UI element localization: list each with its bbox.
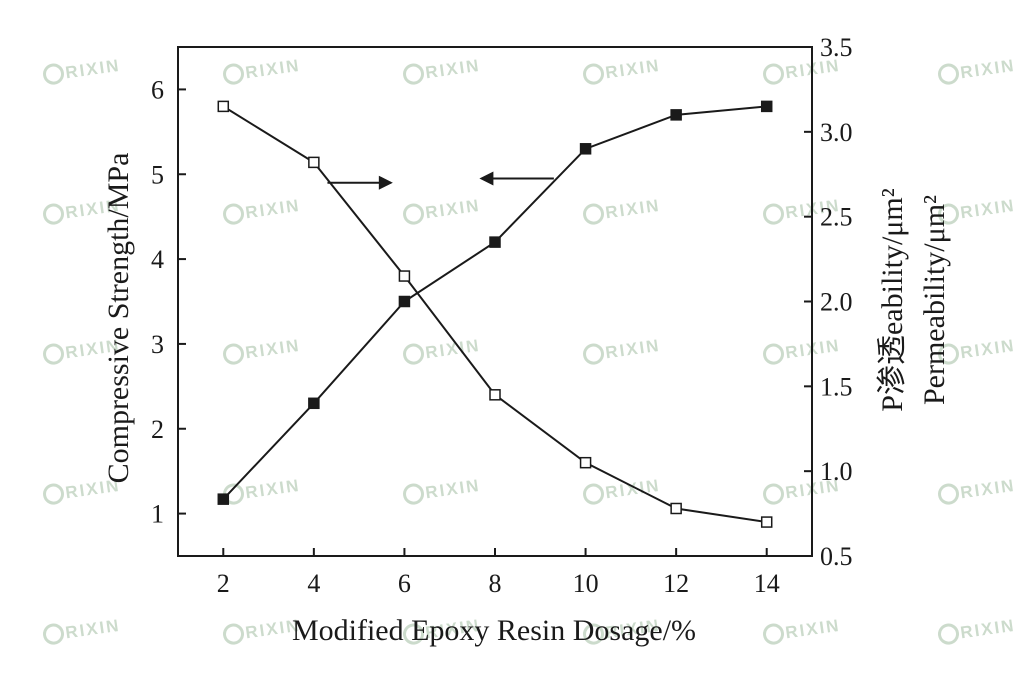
watermark-emblem xyxy=(43,203,65,225)
watermark-emblem xyxy=(403,203,425,225)
watermark-emblem xyxy=(43,623,65,645)
data-point-strength xyxy=(308,397,320,410)
x-tick-label: 4 xyxy=(307,569,320,598)
y2-axis-ticks: 0.5 1.0 1.5 2.0 2.5 3.0 3.5 xyxy=(804,33,853,571)
y2-tick-label: 3.0 xyxy=(820,118,853,147)
y2-axis-label-line-1: P渗透eability/μm² xyxy=(876,188,909,411)
watermark-emblem xyxy=(583,203,605,225)
x-tick-label: 2 xyxy=(217,569,230,598)
data-point-strength xyxy=(398,295,411,308)
data-point-permeability xyxy=(760,516,773,528)
watermark-emblem xyxy=(763,483,785,505)
data-point-strength xyxy=(579,143,592,155)
y-axis-label: Compressive Strength/MPa xyxy=(102,153,135,484)
watermark-emblem xyxy=(43,63,65,85)
watermark-emblem xyxy=(403,343,425,365)
y-tick-label: 4 xyxy=(151,245,164,274)
watermark-emblem xyxy=(223,63,245,85)
annotation-arrows xyxy=(327,171,554,190)
data-point-permeability xyxy=(579,456,592,469)
watermark-emblem xyxy=(223,623,245,645)
watermark-emblem xyxy=(583,483,605,505)
y2-tick-label: 2.5 xyxy=(820,203,853,232)
watermark-emblem xyxy=(938,623,960,645)
y-tick-label: 2 xyxy=(151,415,164,444)
data-point-strength xyxy=(217,493,230,505)
watermark-emblem xyxy=(403,63,425,85)
x-tick-label: 6 xyxy=(398,569,411,598)
y-tick-label: 1 xyxy=(151,500,164,529)
y-tick-label: 3 xyxy=(151,330,164,359)
y-tick-label: 5 xyxy=(151,160,164,189)
watermark-emblem xyxy=(43,343,65,365)
x-tick-label: 8 xyxy=(489,569,502,598)
watermark-emblem xyxy=(583,343,605,365)
x-tick-label: 10 xyxy=(573,569,599,598)
watermark-emblem xyxy=(223,343,245,365)
annotation-arrow-head xyxy=(479,171,494,186)
x-axis-label: Modified Epoxy Resin Dosage/% xyxy=(292,614,696,647)
watermark-emblem xyxy=(763,203,785,225)
y2-tick-label: 3.5 xyxy=(820,33,853,62)
x-axis-ticks: 2 4 6 8 10 12 14 xyxy=(217,548,780,598)
y2-tick-label: 1.5 xyxy=(820,372,853,401)
watermark-emblem xyxy=(583,623,605,645)
watermark-emblem xyxy=(763,343,785,365)
x-tick-label: 12 xyxy=(663,569,689,598)
watermark-emblem xyxy=(763,63,785,85)
watermark-emblem xyxy=(938,63,960,85)
y2-tick-label: 0.5 xyxy=(820,542,853,571)
watermark-emblem xyxy=(763,623,785,645)
series-layer xyxy=(217,100,773,528)
watermark-emblem xyxy=(403,623,425,645)
y2-axis-label-line-2: Permeability/μm² xyxy=(918,195,951,405)
y-axis-ticks: 1 2 3 4 5 6 xyxy=(151,75,186,529)
y2-tick-label: 2.0 xyxy=(820,288,853,317)
data-point-permeability xyxy=(217,100,230,113)
watermark-emblem xyxy=(938,343,960,365)
data-point-strength xyxy=(670,109,682,121)
annotation-arrow-head xyxy=(378,175,393,190)
y-tick-label: 6 xyxy=(151,75,164,104)
x-tick-label: 14 xyxy=(754,569,780,598)
watermark-emblem xyxy=(403,483,425,505)
watermark-emblem xyxy=(938,203,960,225)
data-point-permeability xyxy=(489,389,501,401)
data-point-strength xyxy=(760,100,773,113)
data-point-permeability xyxy=(398,270,411,282)
watermark-emblem xyxy=(223,203,245,225)
watermark-emblem xyxy=(938,483,960,505)
data-point-permeability xyxy=(308,156,320,169)
y2-tick-label: 1.0 xyxy=(820,457,853,486)
data-point-strength xyxy=(489,236,501,248)
data-point-permeability xyxy=(670,502,682,515)
watermark-emblem xyxy=(583,63,605,85)
watermark-emblem xyxy=(43,483,65,505)
